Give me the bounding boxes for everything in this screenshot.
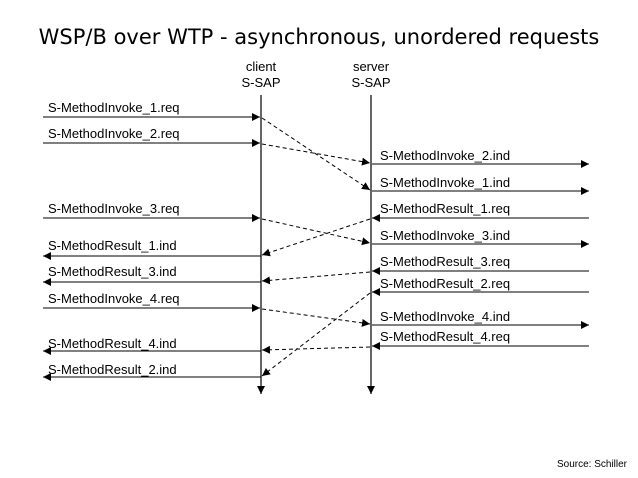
client-label-result1-ind: S-MethodResult_1.ind (48, 238, 177, 253)
client-header-line1: client (246, 59, 277, 74)
transfer-invoke3 (261, 218, 371, 246)
client-label-result3-ind: S-MethodResult_3.ind (48, 264, 177, 279)
server-label-result4-req: S-MethodResult_4.req (380, 329, 510, 344)
server-label-result2-req: S-MethodResult_2.req (380, 276, 510, 291)
client-label-result2-ind: S-MethodResult_2.ind (48, 362, 177, 377)
server-header-line1: server (353, 59, 390, 74)
client-label-invoke2-req: S-MethodInvoke_2.req (48, 126, 180, 141)
transfer-invoke1 (261, 117, 371, 191)
diagram-title: WSP/B over WTP - asynchronous, unordered… (39, 25, 600, 49)
server-label-invoke3-ind: S-MethodInvoke_3.ind (380, 228, 510, 243)
transfer-result3 (261, 271, 371, 285)
server-header-line2: S-SAP (351, 75, 390, 90)
server-label-invoke2-ind: S-MethodInvoke_2.ind (380, 148, 510, 163)
server-label-invoke4-ind: S-MethodInvoke_4.ind (380, 309, 510, 324)
transfer-result2 (261, 292, 371, 377)
transfer-invoke4 (261, 308, 371, 327)
transfer-invoke2 (261, 143, 371, 166)
client-label-invoke3-req: S-MethodInvoke_3.req (48, 201, 180, 216)
client-label-result4-ind: S-MethodResult_4.ind (48, 336, 177, 351)
server-label-result3-req: S-MethodResult_3.req (380, 254, 510, 269)
source-note: Source: Schiller (557, 459, 628, 470)
client-header-line2: S-SAP (241, 75, 280, 90)
server-label-result1-req: S-MethodResult_1.req (380, 201, 510, 216)
transfer-result1 (261, 218, 371, 257)
client-label-invoke1-req: S-MethodInvoke_1.req (48, 100, 180, 115)
client-label-invoke4-req: S-MethodInvoke_4.req (48, 291, 180, 306)
transfer-result4 (261, 345, 371, 354)
server-label-invoke1-ind: S-MethodInvoke_1.ind (380, 175, 510, 190)
